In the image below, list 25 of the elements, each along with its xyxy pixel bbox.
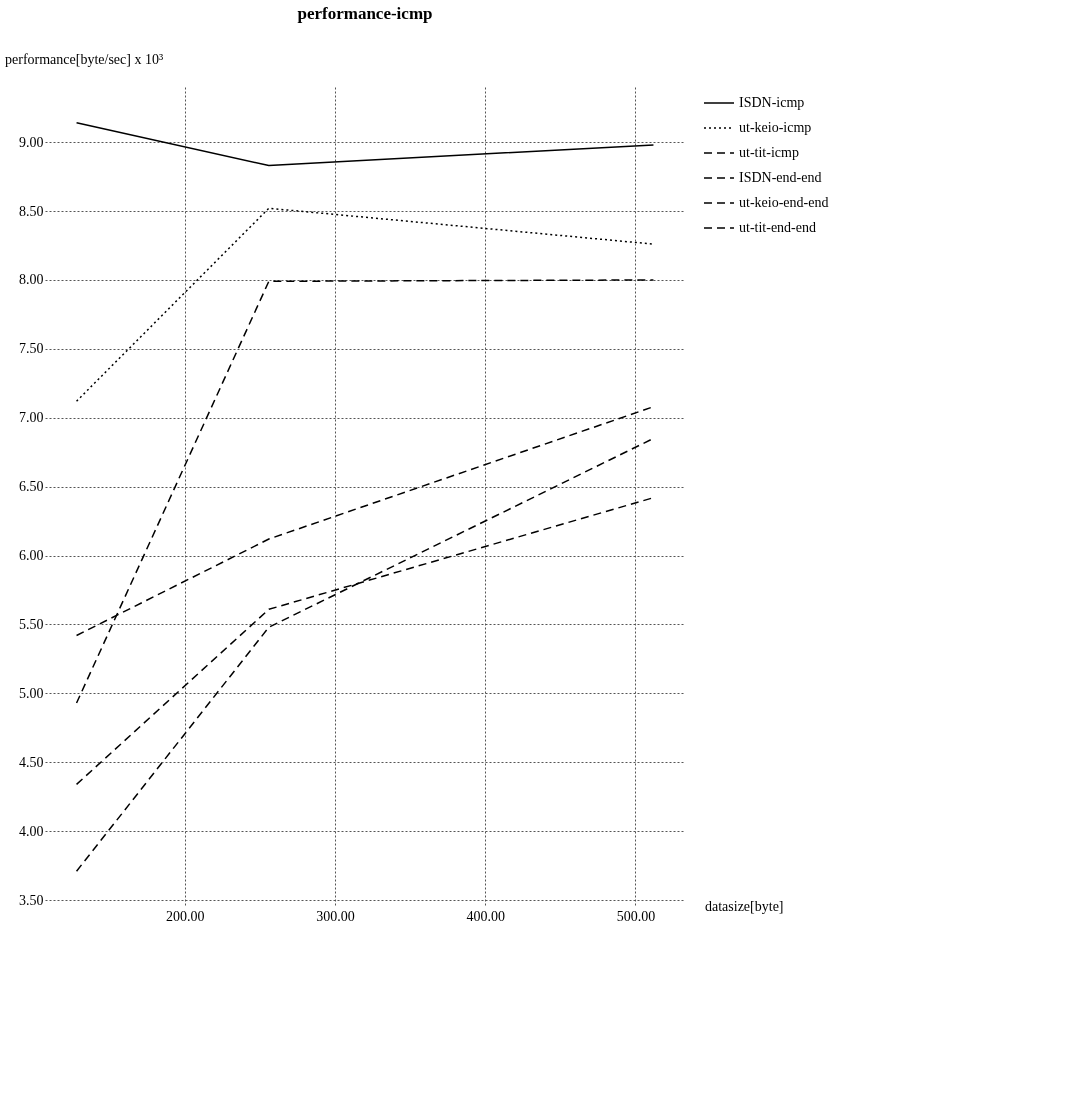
legend-label: ut-tit-end-end (739, 220, 816, 235)
y-tick-label: 4.50 (19, 754, 44, 770)
legend-label: ISDN-end-end (739, 170, 822, 185)
y-tick-label: 8.50 (19, 203, 44, 219)
x-tick-label: 200.00 (165, 908, 205, 924)
y-tick-label: 7.00 (19, 410, 44, 426)
y-tick-label: 6.50 (19, 479, 44, 495)
y-tick-label: 9.00 (19, 134, 44, 150)
y-tick-label: 5.50 (19, 616, 44, 632)
y-tick-label: 6.00 (19, 548, 44, 564)
x-axis-title: datasize[byte] (705, 899, 784, 914)
chart-title: performance-icmp (297, 4, 433, 23)
legend-label: ut-tit-icmp (739, 145, 799, 160)
legend-label: ut-keio-icmp (739, 120, 812, 135)
legend-label: ISDN-icmp (739, 95, 805, 110)
y-tick-label: 5.00 (19, 685, 44, 701)
legend-label: ut-keio-end-end (739, 195, 829, 210)
x-tick-label: 500.00 (616, 908, 656, 924)
y-tick-label: 3.50 (19, 892, 44, 908)
y-tick-label: 4.00 (19, 823, 44, 839)
y-tick-label: 8.00 (19, 272, 44, 288)
x-tick-label: 400.00 (466, 908, 505, 924)
y-tick-label: 7.50 (19, 341, 44, 357)
x-tick-label: 300.00 (316, 908, 355, 924)
y-axis-title: performance[byte/sec] x 10³ (5, 52, 164, 67)
